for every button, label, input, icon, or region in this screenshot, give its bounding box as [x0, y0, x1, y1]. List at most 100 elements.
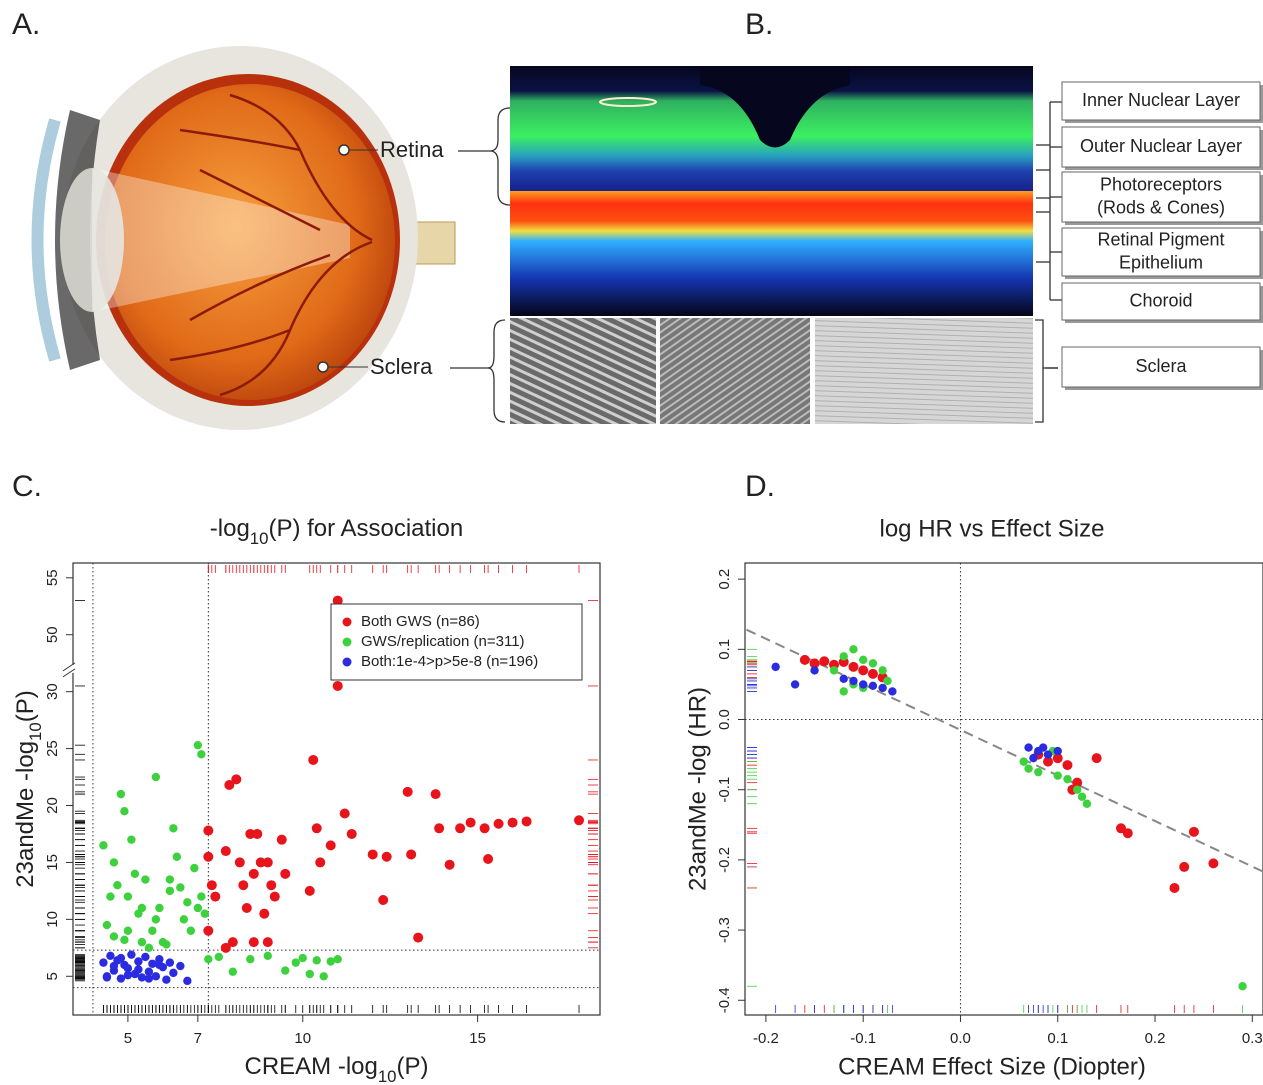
point	[306, 970, 314, 978]
point	[166, 887, 174, 895]
point	[117, 790, 125, 798]
y-tick-label: -0.1	[716, 777, 733, 803]
point	[204, 955, 212, 963]
y-tick-label: -0.4	[716, 987, 733, 1013]
point	[315, 857, 325, 867]
point	[249, 937, 259, 947]
point	[1019, 757, 1027, 765]
point	[413, 933, 423, 943]
point	[334, 955, 342, 963]
layer-label: Choroid	[1129, 290, 1192, 310]
sem-image	[660, 318, 810, 424]
layer-label: (Rods & Cones)	[1097, 197, 1225, 217]
point	[1083, 800, 1091, 808]
y-axis-label: 23andMe -log10(P)	[12, 690, 45, 887]
point	[840, 687, 848, 695]
point	[1039, 743, 1047, 751]
point	[263, 937, 273, 947]
point	[1123, 828, 1133, 838]
point	[229, 968, 237, 976]
point	[1062, 760, 1072, 770]
point	[791, 680, 799, 688]
point	[106, 952, 114, 960]
point	[313, 956, 321, 964]
point	[1029, 754, 1037, 762]
point	[263, 857, 273, 867]
panel-label: B.	[745, 8, 773, 41]
point	[127, 950, 135, 958]
point	[1208, 858, 1218, 868]
layer-label: Epithelium	[1119, 252, 1203, 272]
point	[231, 774, 241, 784]
plot-frame	[745, 563, 1263, 1015]
point	[382, 852, 392, 862]
point	[819, 656, 829, 666]
point	[1024, 764, 1032, 772]
point	[207, 880, 217, 890]
x-axis-label: CREAM -log10(P)	[244, 1053, 428, 1085]
point	[1073, 786, 1081, 794]
point	[308, 755, 318, 765]
point	[131, 870, 139, 878]
point	[888, 687, 896, 695]
point	[141, 953, 149, 961]
panel-label: A.	[12, 8, 40, 41]
point	[771, 663, 779, 671]
point	[1238, 982, 1246, 990]
legend-label: GWS/replication (n=311)	[361, 633, 525, 650]
point	[1169, 883, 1179, 893]
panel-label: D.	[745, 470, 775, 503]
panel-label: C.	[12, 470, 42, 503]
y-tick-label: 30	[44, 683, 61, 700]
point	[508, 818, 518, 828]
point	[180, 915, 188, 923]
point	[110, 858, 118, 866]
point	[155, 904, 163, 912]
point	[203, 852, 213, 862]
point	[145, 974, 153, 982]
point	[145, 944, 153, 952]
point	[134, 909, 142, 917]
point	[110, 932, 118, 940]
point	[246, 955, 254, 963]
point	[859, 656, 867, 664]
point	[494, 819, 504, 829]
point	[124, 927, 132, 935]
point	[215, 953, 223, 961]
point	[166, 958, 174, 966]
point	[166, 875, 174, 883]
point	[1024, 743, 1032, 751]
point	[1078, 793, 1086, 801]
layer-label: Photoreceptors	[1100, 174, 1222, 194]
point	[259, 909, 269, 919]
legend-marker	[343, 658, 352, 667]
point	[878, 666, 886, 674]
point	[183, 898, 191, 906]
point	[480, 823, 490, 833]
point	[120, 807, 128, 815]
layer-label: Sclera	[1135, 356, 1187, 376]
point	[858, 665, 868, 675]
point	[800, 655, 810, 665]
point	[183, 977, 191, 985]
point	[152, 915, 160, 923]
y-tick-label: 10	[44, 911, 61, 928]
y-tick-label: 0.1	[716, 639, 733, 660]
point	[99, 958, 107, 966]
retina-label: Retina	[380, 137, 444, 162]
point	[266, 880, 276, 890]
layer-arrows	[1036, 102, 1062, 368]
point	[120, 936, 128, 944]
layer-label: Inner Nuclear Layer	[1082, 90, 1240, 110]
point	[1063, 775, 1071, 783]
point	[124, 892, 132, 900]
point	[242, 903, 252, 913]
point	[403, 787, 413, 797]
point	[406, 849, 416, 859]
y-tick-label: 0.0	[716, 709, 733, 730]
point	[252, 829, 262, 839]
point	[1054, 747, 1062, 755]
point	[840, 652, 848, 660]
y-tick-label: 0.2	[716, 569, 733, 590]
